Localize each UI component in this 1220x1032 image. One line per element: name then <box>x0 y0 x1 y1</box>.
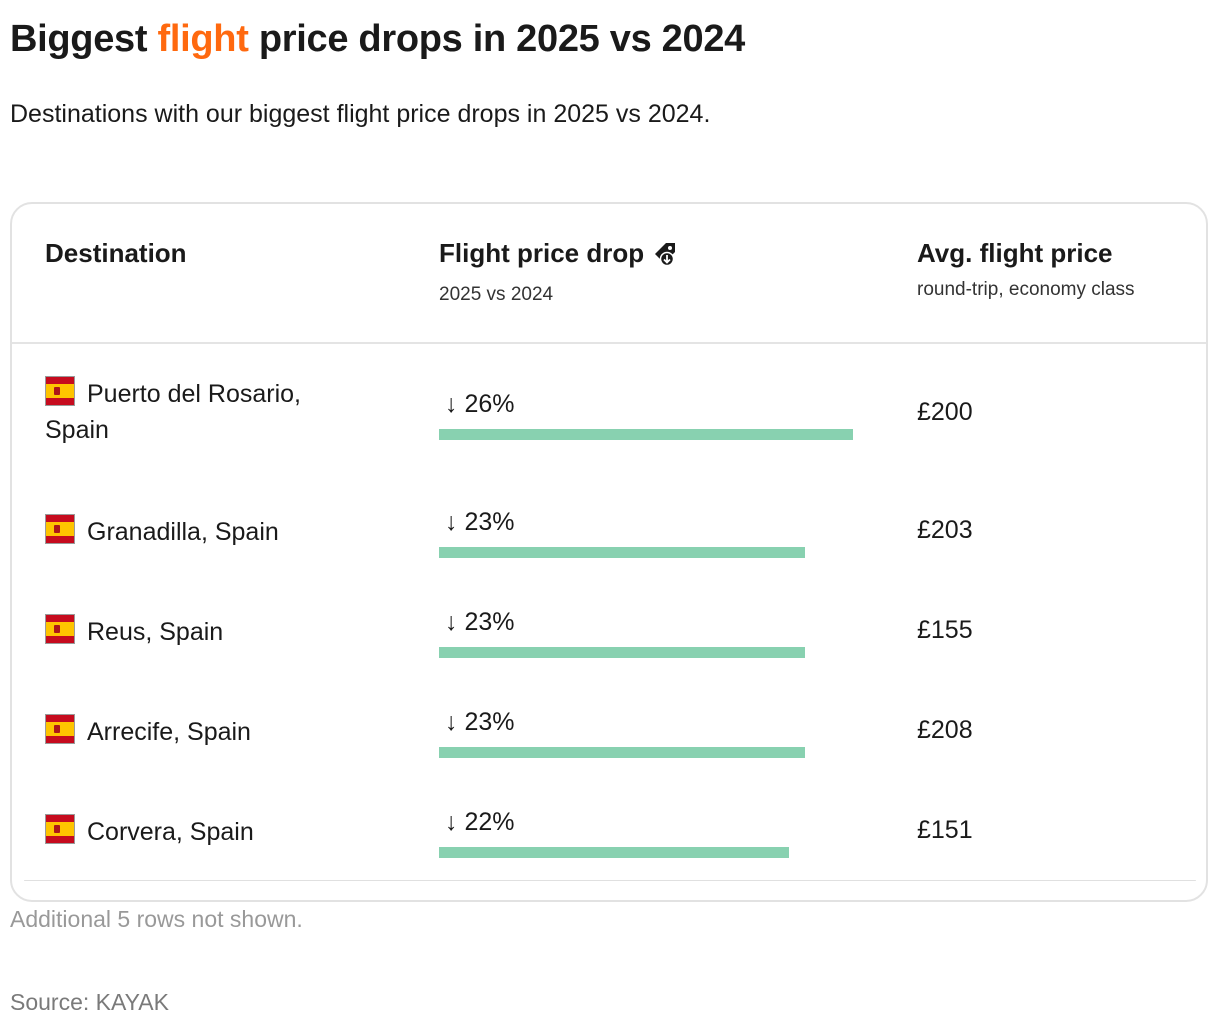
column-subtitle-avg-price: round-trip, economy class <box>917 279 1135 300</box>
avg-price: £203 <box>917 516 973 544</box>
price-drop-bar <box>439 847 789 858</box>
destination-name: Arrecife, Spain <box>87 718 251 746</box>
avg-price: £151 <box>917 816 973 844</box>
chart-subtitle: Destinations with our biggest flight pri… <box>10 100 711 128</box>
rows-not-shown-note: Additional 5 rows not shown. <box>10 906 303 932</box>
price-drop-label: ↓ 23% <box>445 708 515 736</box>
spain-flag-icon <box>45 514 75 544</box>
table-header: Destination Flight price drop 2025 vs 20… <box>12 204 1206 344</box>
column-header-avg-price: Avg. flight price round-trip, economy cl… <box>917 238 1135 301</box>
price-tag-down-icon <box>652 241 678 274</box>
spain-flag-icon <box>45 714 75 744</box>
spain-flag-icon <box>45 376 75 406</box>
column-title-destination: Destination <box>45 238 187 268</box>
spain-flag-icon <box>45 814 75 844</box>
chart-title: Biggest flight price drops in 2025 vs 20… <box>10 18 745 61</box>
destination-name: Corvera, Spain <box>87 818 254 846</box>
price-drop-label: ↓ 26% <box>445 390 515 418</box>
card-bottom-edge <box>24 880 1196 881</box>
avg-price: £200 <box>917 398 973 426</box>
column-title-price-drop: Flight price drop <box>439 238 645 268</box>
title-accent-word: flight <box>157 18 249 60</box>
column-header-price-drop: Flight price drop 2025 vs 2024 <box>439 238 678 306</box>
avg-price: £155 <box>917 616 973 644</box>
price-drop-bar <box>439 747 805 758</box>
destination-name: Reus, Spain <box>87 618 224 646</box>
column-header-destination: Destination <box>45 238 187 269</box>
column-subtitle-price-drop: 2025 vs 2024 <box>439 284 554 305</box>
avg-price: £208 <box>917 716 973 744</box>
title-suffix: price drops in 2025 vs 2024 <box>248 18 746 60</box>
destination-name: Puerto del Rosario, Spain <box>45 380 302 444</box>
spain-flag-icon <box>45 614 75 644</box>
price-drop-bar <box>439 429 853 440</box>
price-drop-label: ↓ 23% <box>445 508 515 536</box>
price-drop-bar <box>439 547 805 558</box>
price-drop-bar <box>439 647 805 658</box>
data-table-card: Destination Flight price drop 2025 vs 20… <box>10 202 1208 902</box>
price-drop-label: ↓ 22% <box>445 808 515 836</box>
source-credit: Source: KAYAK <box>10 989 169 1015</box>
destination-name: Granadilla, Spain <box>87 518 279 546</box>
title-prefix: Biggest <box>10 18 158 60</box>
column-title-avg-price: Avg. flight price <box>917 238 1113 268</box>
price-drop-label: ↓ 23% <box>445 608 515 636</box>
